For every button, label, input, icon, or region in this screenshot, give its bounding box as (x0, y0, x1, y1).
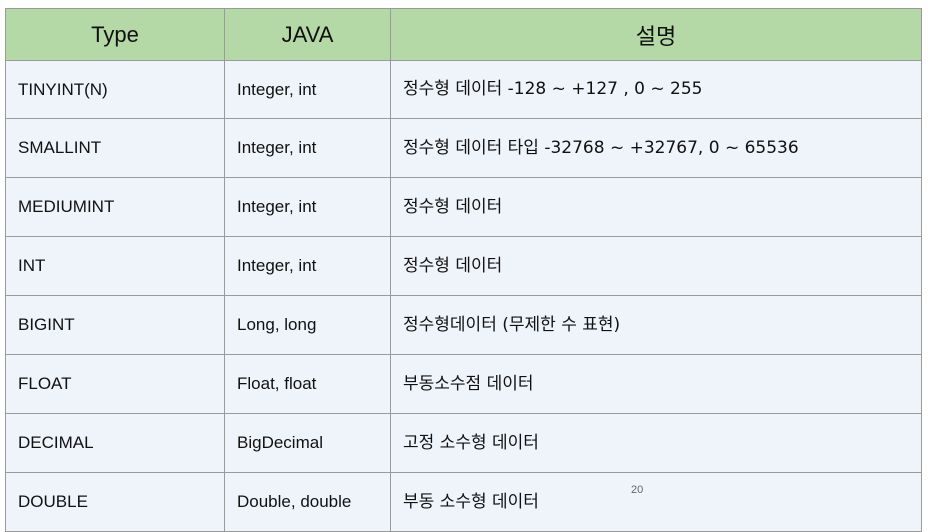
cell-type: TINYINT(N) (5, 60, 225, 119)
cell-java: BigDecimal (224, 413, 391, 473)
cell-description: 정수형 데이터 -128 ~ +127 , 0 ~ 255 (390, 60, 922, 119)
table-row: SMALLINT Integer, int 정수형 데이터 타입 -32768 … (5, 118, 922, 178)
cell-description: 정수형 데이터 (390, 236, 922, 296)
header-java: JAVA (224, 8, 391, 61)
cell-type: DOUBLE (5, 472, 225, 532)
data-type-table: Type JAVA 설명 TINYINT(N) Integer, int 정수형… (5, 8, 922, 532)
table-row: FLOAT Float, float 부동소수점 데이터 (5, 354, 922, 414)
page-number: 20 (631, 484, 644, 496)
cell-java: Float, float (224, 354, 391, 414)
cell-java: Integer, int (224, 177, 391, 237)
table-row: TINYINT(N) Integer, int 정수형 데이터 -128 ~ +… (5, 60, 922, 119)
table-row: INT Integer, int 정수형 데이터 (5, 236, 922, 296)
cell-type: BIGINT (5, 295, 225, 355)
cell-description: 정수형데이터 (무제한 수 표현) (390, 295, 922, 355)
cell-description: 정수형 데이터 (390, 177, 922, 237)
cell-type: DECIMAL (5, 413, 225, 473)
cell-description: 고정 소수형 데이터 (390, 413, 922, 473)
cell-type: INT (5, 236, 225, 296)
cell-description: 정수형 데이터 타입 -32768 ~ +32767, 0 ~ 65536 (390, 118, 922, 178)
header-type: Type (5, 8, 225, 61)
table-header-row: Type JAVA 설명 (5, 8, 922, 61)
table-row: BIGINT Long, long 정수형데이터 (무제한 수 표현) (5, 295, 922, 355)
cell-description: 부동소수점 데이터 (390, 354, 922, 414)
header-description: 설명 (390, 8, 922, 61)
cell-java: Integer, int (224, 60, 391, 119)
table-row: DOUBLE Double, double 부동 소수형 데이터 (5, 472, 922, 532)
cell-java: Integer, int (224, 236, 391, 296)
table-row: DECIMAL BigDecimal 고정 소수형 데이터 (5, 413, 922, 473)
cell-type: FLOAT (5, 354, 225, 414)
cell-description: 부동 소수형 데이터 (390, 472, 922, 532)
cell-type: MEDIUMINT (5, 177, 225, 237)
cell-type: SMALLINT (5, 118, 225, 178)
table-row: MEDIUMINT Integer, int 정수형 데이터 (5, 177, 922, 237)
cell-java: Integer, int (224, 118, 391, 178)
cell-java: Double, double (224, 472, 391, 532)
cell-java: Long, long (224, 295, 391, 355)
